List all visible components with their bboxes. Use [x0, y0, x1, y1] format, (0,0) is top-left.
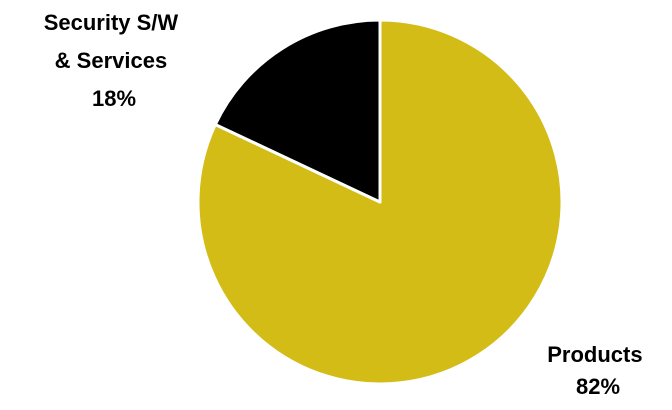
slice-label-products: Products 82% [547, 342, 648, 399]
pie-slice-security [213, 18, 382, 204]
slices-layer [196, 18, 564, 386]
slice-label-security: Security S/W & Services 18% [44, 10, 185, 111]
slice-label-security-line-1: Security S/W [44, 10, 179, 35]
slice-percent-products: 82% [576, 374, 620, 399]
slice-label-security-line-2: & Services [55, 48, 168, 73]
slice-label-products-line-1: Products [547, 342, 642, 367]
slice-percent-security: 18% [92, 86, 136, 111]
